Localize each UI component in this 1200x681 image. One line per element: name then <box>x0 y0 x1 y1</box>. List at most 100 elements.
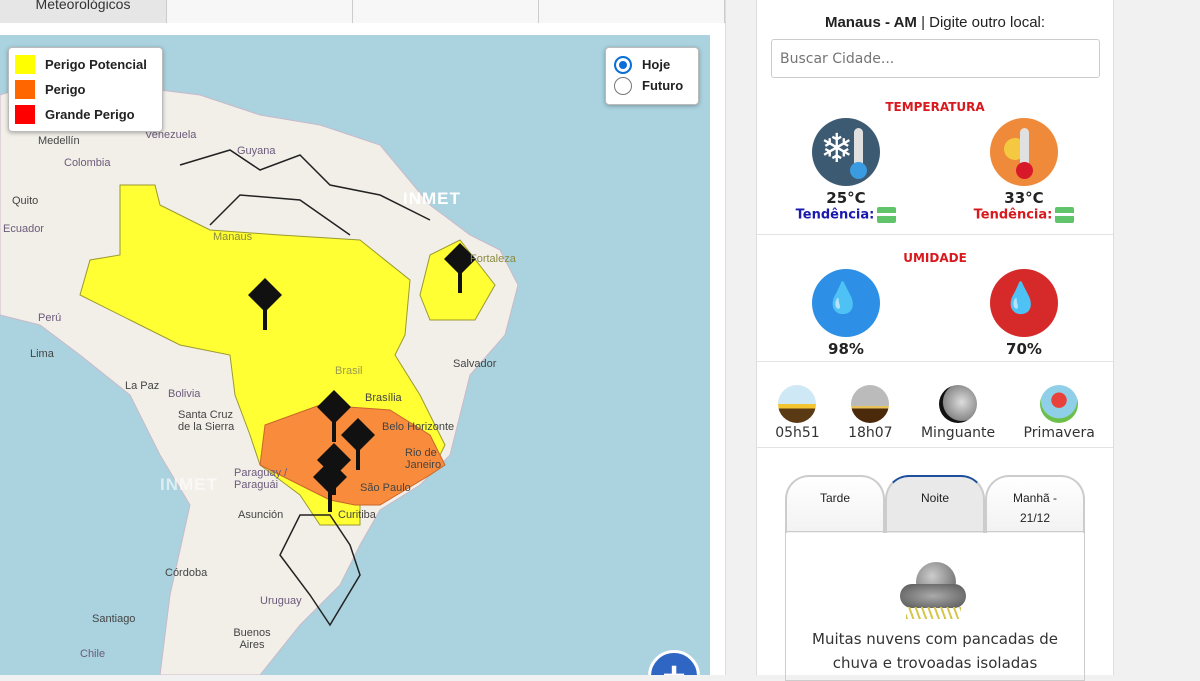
city-search-input[interactable] <box>771 39 1100 78</box>
flower-icon <box>1040 385 1079 423</box>
storm-warning-icon <box>317 390 351 442</box>
legend-swatch <box>15 80 35 99</box>
sunset-icon <box>851 385 890 423</box>
temperature-min: 25°C <box>826 189 866 207</box>
storm-warning-icon <box>313 460 347 512</box>
storm-warning-icon <box>341 418 375 470</box>
tab-tarde[interactable]: Tarde <box>785 475 885 533</box>
map-label: Perú <box>38 312 62 324</box>
state-borders <box>179 149 431 236</box>
map-label: Quito <box>12 195 39 207</box>
radio-button[interactable] <box>614 76 632 95</box>
tab-3[interactable] <box>353 0 539 23</box>
storm-warning-icon <box>248 278 282 330</box>
map-label: Guyana <box>237 145 276 157</box>
tab-2[interactable] <box>167 0 353 23</box>
state-borders-south <box>279 514 361 627</box>
radio-hoje[interactable]: Hoje <box>614 54 690 75</box>
map-label: Lima <box>30 348 54 360</box>
map-label: Ecuador <box>3 223 44 235</box>
map-label: Bolivia <box>168 388 201 400</box>
humidity-low-icon: 💧 <box>990 269 1058 337</box>
location-prompt: | Digite outro local: <box>921 14 1046 31</box>
map-legend: Perigo Potencial Perigo Grande Perigo <box>8 47 163 132</box>
map-label: Brasil <box>335 365 363 377</box>
legend-swatch <box>15 105 35 124</box>
map-label: Asunción <box>238 509 284 521</box>
humidity-section: UMIDADE 💧 98% 💧 70% <box>757 235 1113 362</box>
map-label: Santiago <box>92 613 136 625</box>
tab-noite[interactable]: Noite <box>885 475 985 533</box>
tab-manha[interactable]: Manhã - 21/12 <box>985 475 1085 533</box>
legend-label: Perigo <box>45 82 86 97</box>
location-name: Manaus - AM <box>824 14 917 31</box>
stable-trend-icon <box>1055 207 1075 223</box>
tab-4[interactable] <box>539 0 725 23</box>
forecast-panel: Muitas nuvens com pancadas de chuva e tr… <box>785 531 1085 681</box>
inmet-watermark: INMET <box>403 189 461 208</box>
map-label: Chile <box>80 648 106 660</box>
season: Primavera <box>1024 385 1095 441</box>
map-label: Fortaleza <box>470 253 516 265</box>
location-heading: Manaus - AM | Digite outro local: <box>757 14 1113 31</box>
tab-meteorologicos[interactable]: Meteorológicos <box>0 0 167 23</box>
alerts-area: Meteorológicos Medellín Venezuela Guyana… <box>0 0 726 675</box>
moon-icon <box>939 385 978 423</box>
sunset: 18h07 <box>848 385 893 441</box>
cold-thermometer-icon: ❄ <box>812 118 880 186</box>
map-label: Venezuela <box>145 129 197 141</box>
map-label: Santa Cruz de la Sierra <box>178 409 235 433</box>
inmet-watermark: INMET <box>160 475 218 494</box>
radio-label: Hoje <box>642 57 671 72</box>
sunrise-icon <box>778 385 817 423</box>
legend-item: Grande Perigo <box>15 102 156 127</box>
warning-area-orange <box>259 404 446 506</box>
tab-bar: Meteorológicos <box>0 0 726 23</box>
legend-label: Grande Perigo <box>45 107 135 122</box>
map-label: Uruguay <box>260 595 302 607</box>
radio-label: Futuro <box>642 78 684 93</box>
warning-icons <box>248 243 476 512</box>
map-label: Belo Horizonte <box>382 421 455 433</box>
map-label: La Paz <box>125 380 160 392</box>
map-label: Rio de Janeiro <box>405 447 442 471</box>
forecast-description: Muitas nuvens com pancadas de chuva e tr… <box>812 630 1058 672</box>
night-storm-icon <box>898 562 968 622</box>
map-label: Manaus <box>213 231 253 243</box>
map-label: Paraguay / Paraguái <box>234 467 288 491</box>
storm-warning-icon <box>444 243 476 293</box>
humidity-max: 98% <box>828 340 864 358</box>
temperature-title: TEMPERATURA <box>885 100 985 114</box>
temperature-section: TEMPERATURA ❄ 25°C Tendência: 33°C Tendê… <box>757 78 1113 235</box>
moon-phase: Minguante <box>921 385 995 441</box>
map-label: Brasília <box>365 392 402 404</box>
legend-item: Perigo <box>15 77 156 102</box>
legend-item: Perigo Potencial <box>15 52 156 77</box>
hot-thermometer-icon <box>990 118 1058 186</box>
trend-max: Tendência: <box>954 207 1094 223</box>
stable-trend-icon <box>877 207 897 223</box>
map-label: Curitiba <box>338 509 376 521</box>
humidity-min: 70% <box>1006 340 1042 358</box>
map-label: Salvador <box>453 358 497 370</box>
astro-section: 05h51 18h07 Minguante Primavera <box>757 362 1113 448</box>
legend-label: Perigo Potencial <box>45 57 147 72</box>
period-selector: Hoje Futuro <box>605 47 699 105</box>
trend-min: Tendência: <box>776 207 916 223</box>
sunrise: 05h51 <box>775 385 820 441</box>
map-label: Córdoba <box>165 567 208 579</box>
humidity-title: UMIDADE <box>903 251 967 265</box>
map-label: Buenos Aires <box>233 627 271 651</box>
humidity-high-icon: 💧 <box>812 269 880 337</box>
map-label: São Paulo <box>360 482 411 494</box>
map-canvas <box>0 74 519 675</box>
map-label: Colombia <box>64 157 111 169</box>
weather-panel: Manaus - AM | Digite outro local: TEMPER… <box>756 0 1114 681</box>
map-label: Medellín <box>38 135 80 147</box>
radio-futuro[interactable]: Futuro <box>614 75 690 96</box>
legend-swatch <box>15 55 35 74</box>
forecast-tabs: Tarde Noite Manhã - 21/12 <box>785 475 1085 533</box>
temperature-max: 33°C <box>1004 189 1044 207</box>
alert-map[interactable]: Medellín Venezuela Guyana Colombia Quito… <box>0 35 710 675</box>
radio-button[interactable] <box>614 55 632 74</box>
